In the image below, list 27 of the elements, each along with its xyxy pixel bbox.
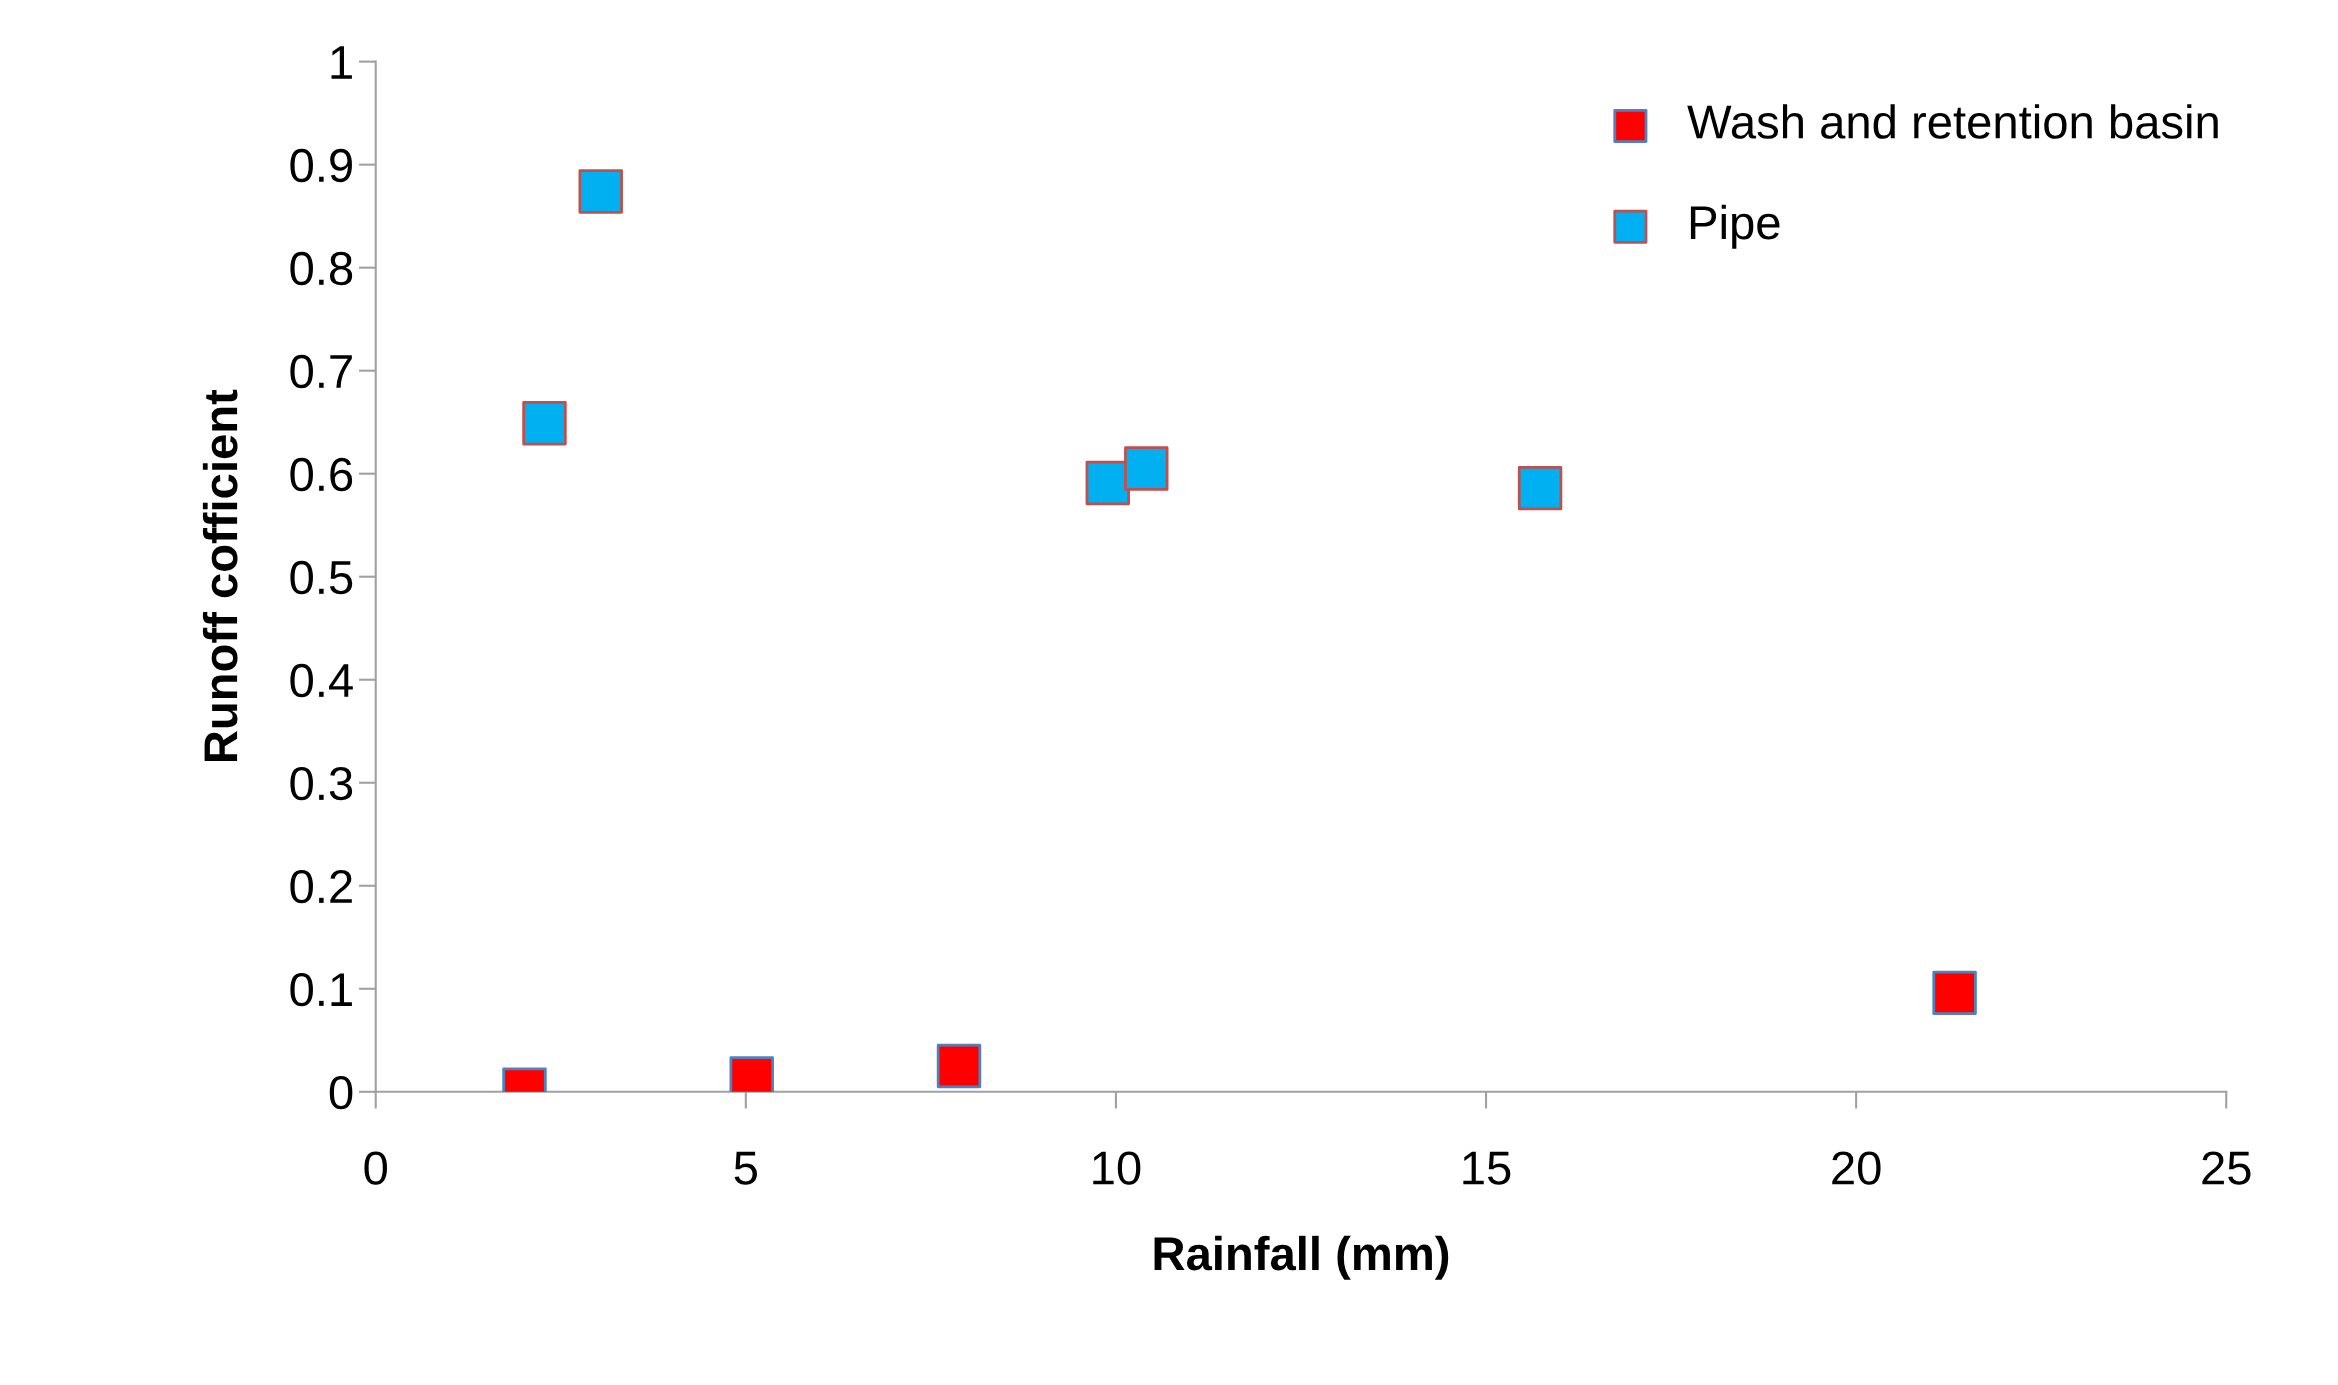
point: [1932, 970, 1977, 1016]
y-tick-label: 0.7: [290, 354, 352, 389]
y-tick-label: 0.1: [290, 972, 352, 1007]
y-tick-label: 0.5: [290, 560, 353, 595]
y-axis-title: Runoff cofficient: [202, 389, 238, 762]
y-tick-label: 0.3: [290, 766, 353, 801]
y-tick-label: 0.9: [290, 148, 352, 183]
x-tick-label: 0: [364, 1151, 387, 1185]
x-tick-label: 25: [2202, 1151, 2251, 1185]
y-tick-label: 0.8: [290, 251, 353, 286]
y-tick-label: 0: [329, 1075, 353, 1110]
point: [578, 169, 623, 214]
legend-label: Pipe: [1690, 204, 1780, 249]
point: [522, 401, 567, 446]
y-tick-label: 1: [331, 46, 352, 79]
y-tick-label: 0.6: [290, 457, 353, 492]
y-tick-label: 0.4: [290, 663, 353, 698]
legend-label: Wash and retention basin: [1687, 104, 2218, 139]
point: [1517, 465, 1563, 511]
x-tick-label: 20: [1832, 1151, 1881, 1185]
x-tick-label: 5: [734, 1151, 757, 1185]
point: [936, 1043, 982, 1089]
y-tick-label: 0.2: [290, 869, 352, 904]
x-tick-label: 15: [1463, 1151, 1511, 1185]
x-axis-title: Rainfall (mm): [1154, 1235, 1449, 1280]
point: [1124, 446, 1169, 491]
x-tick-label: 10: [1093, 1151, 1141, 1185]
